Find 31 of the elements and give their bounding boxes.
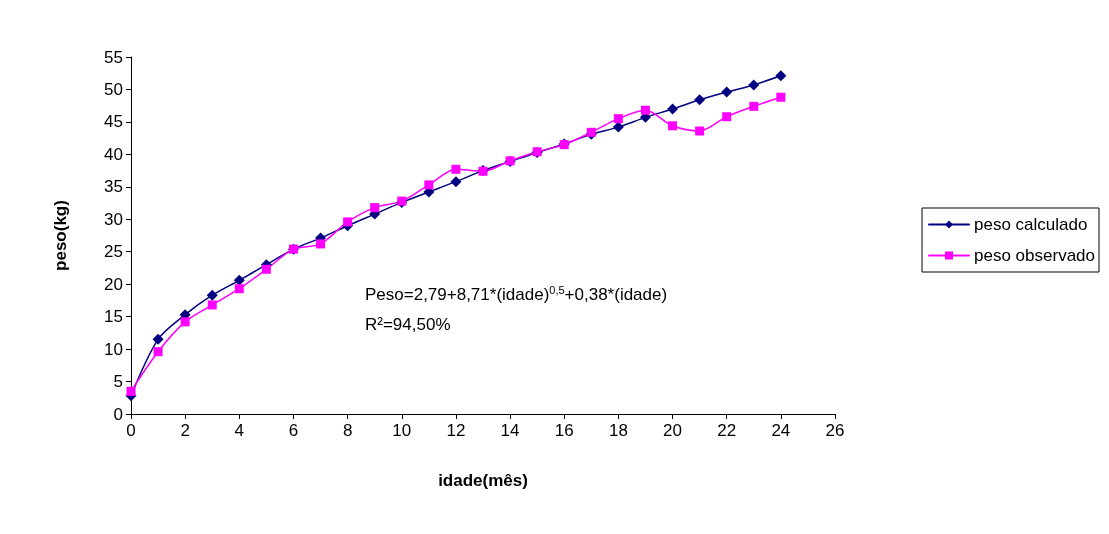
- y-tick-label: 35: [104, 177, 123, 197]
- x-tick-label: 6: [288, 421, 299, 440]
- annotation: R²=94,50%: [365, 315, 451, 334]
- x-tick-label: 10: [392, 421, 412, 440]
- y-tick-label: 20: [104, 274, 123, 294]
- y-tick-label: 15: [104, 307, 123, 327]
- x-tick-label: 20: [663, 421, 682, 440]
- x-tick-label: 4: [234, 421, 245, 440]
- x-tick-label: 18: [608, 421, 628, 440]
- y-tick-label: 50: [104, 79, 123, 99]
- x-tick-label: 14: [500, 421, 520, 440]
- y-tick-label: 55: [104, 47, 123, 67]
- x-tick-label: 16: [554, 421, 574, 440]
- legend-label: peso observado: [974, 246, 1096, 265]
- x-tick-label: 12: [446, 421, 466, 440]
- x-tick-label: 26: [825, 421, 845, 440]
- y-tick-label: 0: [113, 404, 123, 424]
- y-tick-label: 10: [104, 339, 123, 359]
- y-tick-label: 45: [104, 112, 123, 132]
- y-tick-label: 30: [104, 209, 123, 229]
- x-tick-label: 2: [180, 421, 190, 440]
- x-tick-label: 0: [126, 421, 136, 440]
- y-tick-label: 5: [113, 372, 123, 392]
- x-axis-title: idade(mês): [438, 471, 528, 490]
- x-tick-label: 8: [342, 421, 353, 440]
- y-tick-label: 25: [104, 242, 123, 262]
- y-axis-title: peso(kg): [51, 200, 70, 271]
- x-tick-label: 24: [771, 421, 791, 440]
- y-tick-label: 40: [104, 144, 123, 164]
- legend-label: peso calculado: [974, 215, 1088, 234]
- x-tick-label: 22: [717, 421, 737, 440]
